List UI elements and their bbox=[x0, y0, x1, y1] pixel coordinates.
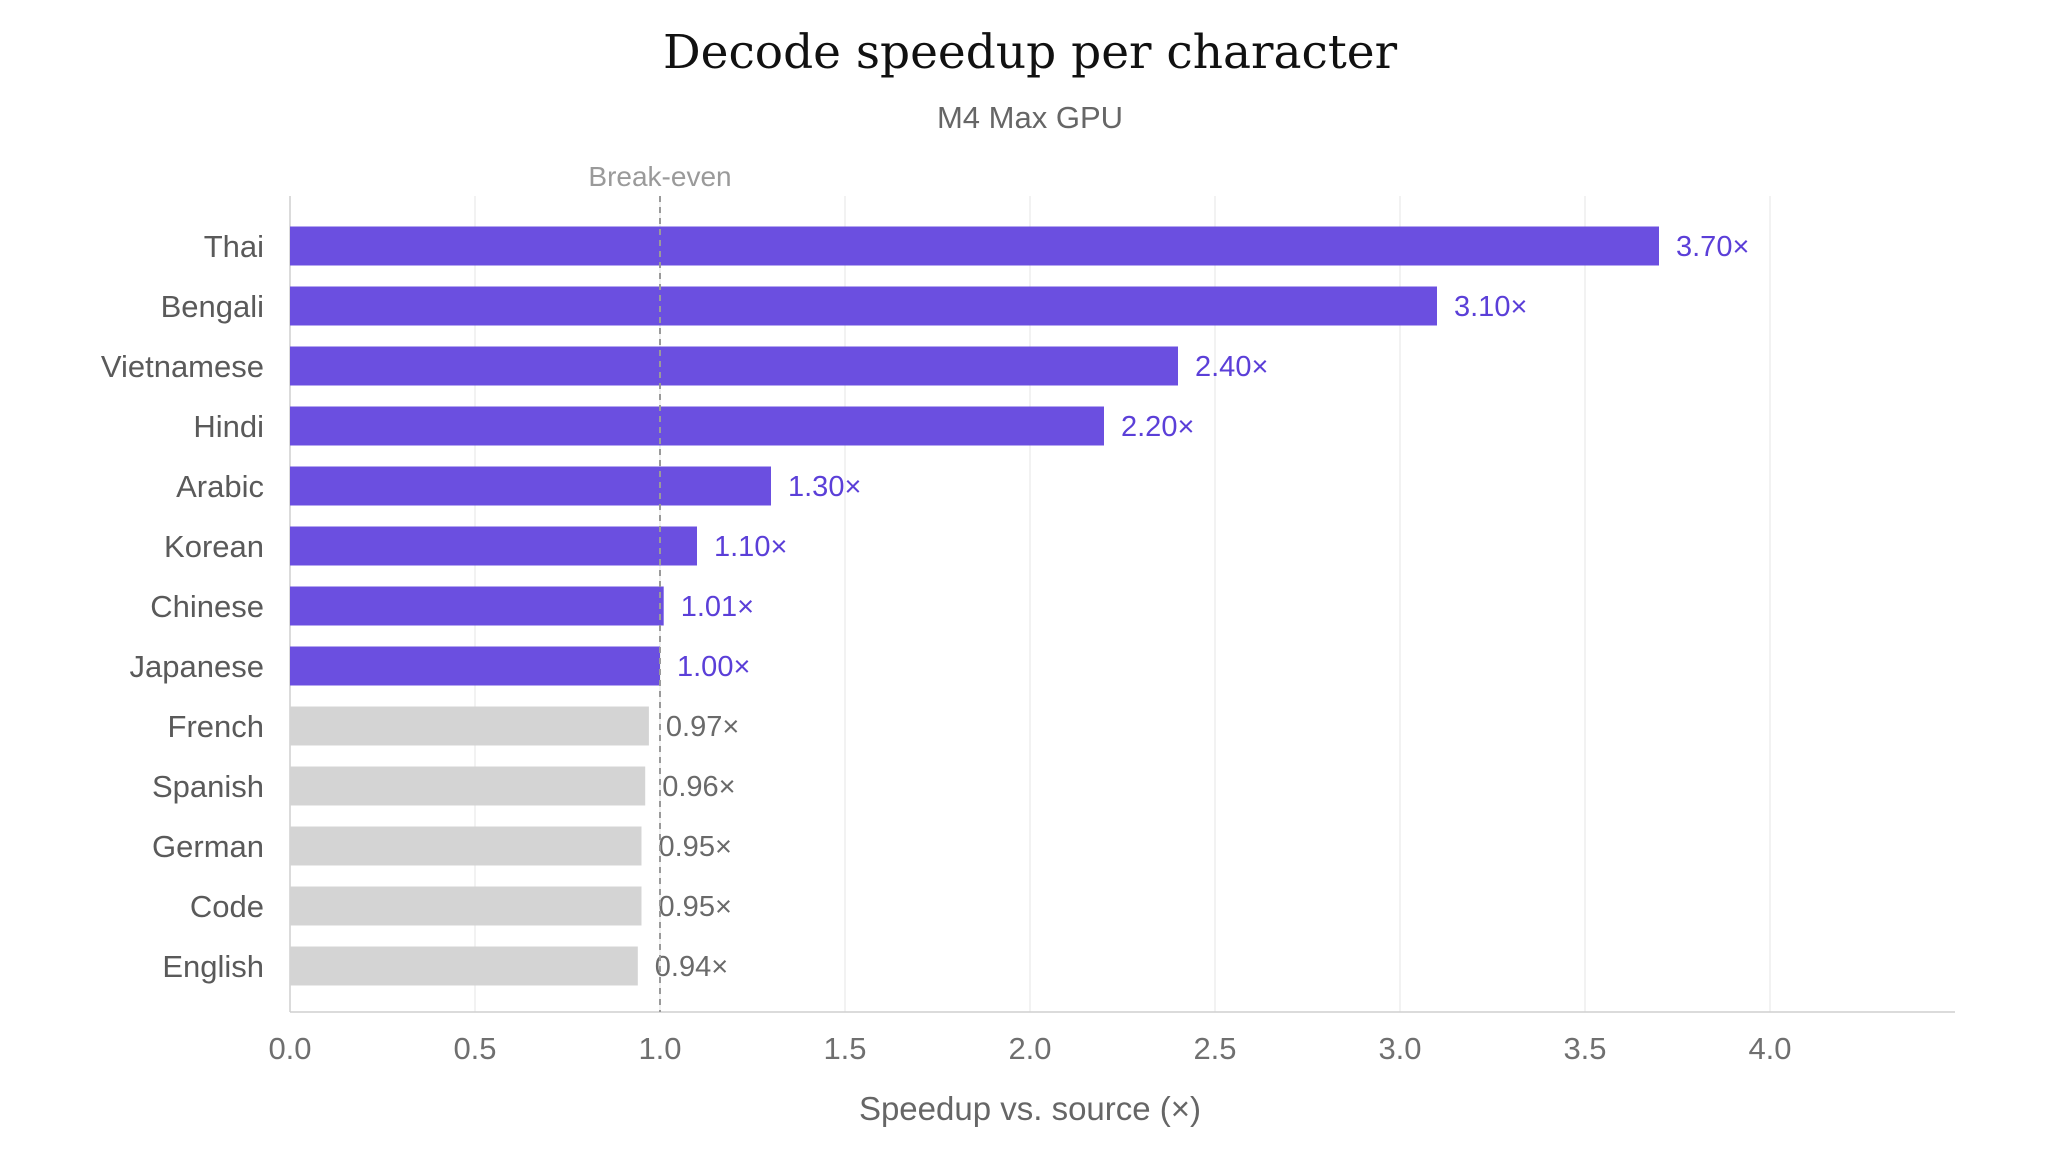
bar bbox=[290, 286, 1437, 326]
bar bbox=[290, 946, 638, 986]
chart-subtitle: M4 Max GPU bbox=[937, 100, 1123, 135]
bar bbox=[290, 586, 664, 626]
x-tick-label: 3.0 bbox=[1378, 1031, 1421, 1066]
bar bbox=[290, 406, 1104, 446]
bars: Thai 3.70× Bengali 3.10× Vietnamese 2.40× Hind… bbox=[101, 226, 1749, 986]
category-label: Chinese bbox=[150, 589, 264, 624]
category-label: Thai bbox=[204, 229, 264, 264]
value-label: 0.94× bbox=[655, 951, 728, 983]
category-label: Hindi bbox=[193, 409, 264, 444]
x-tick-label: 1.0 bbox=[638, 1031, 681, 1066]
x-tick-label: 0.5 bbox=[453, 1031, 496, 1066]
bar bbox=[290, 766, 646, 806]
x-tick-label: 4.0 bbox=[1748, 1031, 1791, 1066]
bar bbox=[290, 826, 642, 866]
value-label: 1.10× bbox=[714, 531, 787, 563]
category-label: English bbox=[162, 949, 264, 984]
value-label: 0.97× bbox=[666, 711, 739, 743]
value-label: 1.01× bbox=[681, 591, 754, 623]
category-label: French bbox=[168, 709, 264, 744]
bar bbox=[290, 706, 649, 746]
x-tick-label: 0.0 bbox=[268, 1031, 311, 1066]
break-even-reference: Break-even bbox=[588, 161, 732, 1012]
category-label: German bbox=[152, 829, 264, 864]
value-label: 3.70× bbox=[1676, 231, 1749, 263]
category-label: Vietnamese bbox=[101, 349, 264, 384]
chart-title: Decode speedup per character bbox=[663, 25, 1398, 80]
category-label: Korean bbox=[164, 529, 264, 564]
category-label: Code bbox=[190, 889, 264, 924]
bar bbox=[290, 346, 1178, 386]
bar bbox=[290, 466, 771, 506]
value-label: 0.95× bbox=[659, 831, 732, 863]
x-tick-label: 1.5 bbox=[823, 1031, 866, 1066]
value-label: 1.30× bbox=[788, 471, 861, 503]
bar bbox=[290, 226, 1659, 266]
category-label: Bengali bbox=[161, 289, 264, 324]
value-label: 3.10× bbox=[1454, 291, 1527, 323]
x-axis-label: Speedup vs. source (×) bbox=[859, 1090, 1201, 1127]
x-tick-label: 3.5 bbox=[1563, 1031, 1606, 1066]
category-label: Arabic bbox=[176, 469, 264, 504]
break-even-label: Break-even bbox=[588, 161, 731, 192]
bar bbox=[290, 886, 642, 926]
bar bbox=[290, 646, 660, 686]
value-label: 0.95× bbox=[659, 891, 732, 923]
category-label: Japanese bbox=[130, 649, 264, 684]
x-tick-label: 2.0 bbox=[1008, 1031, 1051, 1066]
value-label: 1.00× bbox=[677, 651, 750, 683]
value-label: 0.96× bbox=[662, 771, 735, 803]
x-axis-ticks: 0.0 0.5 1.0 1.5 2.0 2.5 3.0 3.5 4.0 bbox=[268, 1031, 1791, 1066]
x-tick-label: 2.5 bbox=[1193, 1031, 1236, 1066]
value-label: 2.20× bbox=[1121, 411, 1194, 443]
category-label: Spanish bbox=[152, 769, 264, 804]
bar bbox=[290, 526, 697, 566]
value-label: 2.40× bbox=[1195, 351, 1268, 383]
